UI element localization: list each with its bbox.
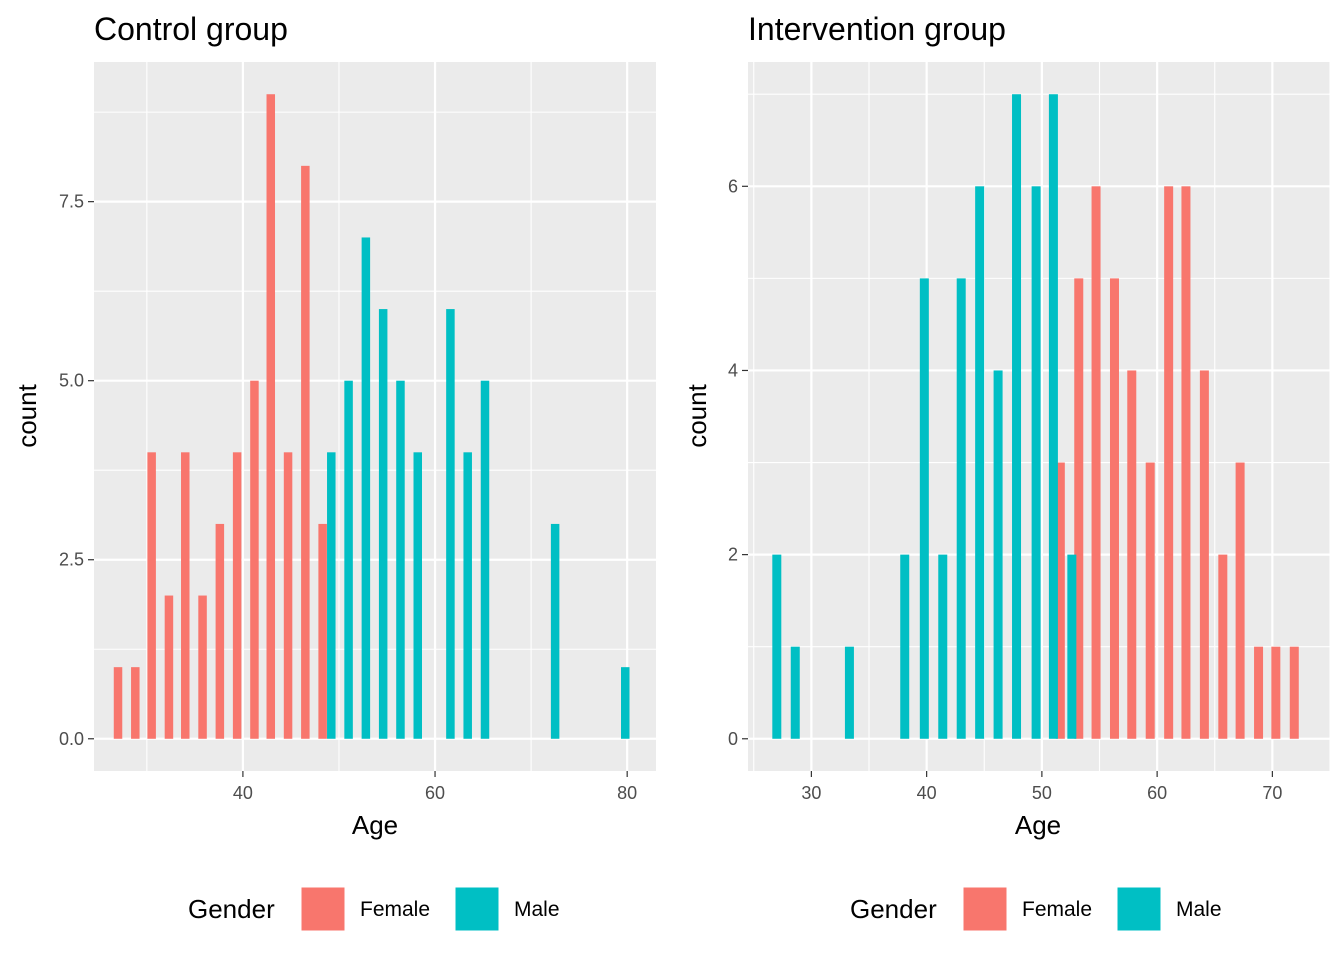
x-tick-label: 50 [1032,783,1052,803]
y-tick-label: 2 [728,545,738,565]
bar-male [1048,94,1058,739]
legend-label-female: Female [1022,898,1092,921]
y-axis-title: count [12,383,42,447]
bar-male [938,554,948,739]
bar-male [1031,186,1041,739]
bar-female [301,165,310,739]
legend-swatch-female [300,886,346,932]
panel-title: Control group [94,11,288,47]
bar-male [900,554,910,739]
bar-male [975,186,985,739]
x-tick-label: 80 [617,783,637,803]
y-tick-label: 6 [728,176,738,196]
bar-male [772,554,782,739]
bar-female [1074,278,1084,739]
legend-title: Gender [188,894,275,924]
bar-male [1067,554,1077,739]
y-tick-label: 5.0 [59,371,84,391]
y-axis-title: count [682,383,712,447]
bar-female [181,452,190,739]
legend-swatch-male [1116,886,1162,932]
x-axis: 40 60 80 [233,771,637,803]
bar-male [1012,94,1022,739]
bar-female [1199,370,1209,739]
bar-female [1091,186,1101,739]
y-tick-label: 2.5 [59,550,84,570]
x-tick-label: 40 [917,783,937,803]
bar-female [250,380,259,739]
y-tick-label: 0 [728,729,738,749]
bar-male [790,646,800,739]
legend-swatch-male [454,886,500,932]
bar-female [1218,554,1228,739]
legend: Gender Female Male [188,886,560,932]
legend-label-female: Female [360,898,430,921]
bar-male [956,278,966,739]
bar-female [1181,186,1191,739]
x-tick-label: 60 [1147,783,1167,803]
legend-label-male: Male [514,898,560,921]
plot-background [94,62,656,771]
bar-female [1254,646,1264,739]
bar-male [378,309,388,739]
bar-male [550,523,560,739]
bar-female [283,452,293,739]
bar-male [480,380,490,739]
panel-title: Intervention group [748,11,1006,47]
bar-female [147,452,156,739]
x-axis-title: Age [1015,810,1061,840]
y-tick-label: 0.0 [59,729,84,749]
y-tick-label: 4 [728,360,738,380]
intervention-group-panel: Intervention group 0 2 4 6 30 40 50 60 70 Age c… [682,11,1331,932]
bar-male [919,278,929,739]
bar-male [396,380,405,739]
bar-male [327,452,336,739]
bar-female [1055,462,1065,739]
bars [113,94,630,739]
bar-female [1127,370,1137,739]
bar-male [344,380,353,739]
bar-female [131,667,140,739]
bar-male [361,237,371,739]
x-axis: 30 40 50 60 70 [801,771,1282,803]
x-tick-label: 70 [1262,783,1282,803]
bar-male [993,370,1003,739]
legend-title: Gender [850,894,937,924]
legend: Gender Female Male [850,886,1222,932]
bar-female [266,94,276,739]
bar-female [113,667,123,739]
bar-male [844,646,854,739]
x-axis-title: Age [352,810,398,840]
y-axis: 0 2 4 6 [728,176,748,749]
y-axis: 0.0 2.5 5.0 7.5 [59,192,94,749]
bar-female [232,452,242,739]
control-group-panel: Control group 0.0 2.5 5.0 7.5 40 60 80 Age co… [12,11,656,932]
bar-male [463,452,472,739]
y-tick-label: 7.5 [59,192,84,212]
bar-female [1164,186,1174,739]
bars [772,94,1299,739]
bar-female [1271,646,1281,739]
bar-female [1235,462,1245,739]
bar-female [1109,278,1119,739]
bar-female [164,595,174,739]
bar-female [198,595,207,739]
bar-male [621,667,630,739]
bar-female [1145,462,1155,739]
bar-male [446,309,455,739]
x-tick-label: 60 [425,783,445,803]
bar-female [318,523,327,739]
bar-female [1289,646,1299,739]
x-tick-label: 40 [233,783,253,803]
bar-male [413,452,423,739]
legend-label-male: Male [1176,898,1222,921]
bar-female [215,523,225,739]
legend-swatch-female [962,886,1008,932]
x-tick-label: 30 [801,783,821,803]
